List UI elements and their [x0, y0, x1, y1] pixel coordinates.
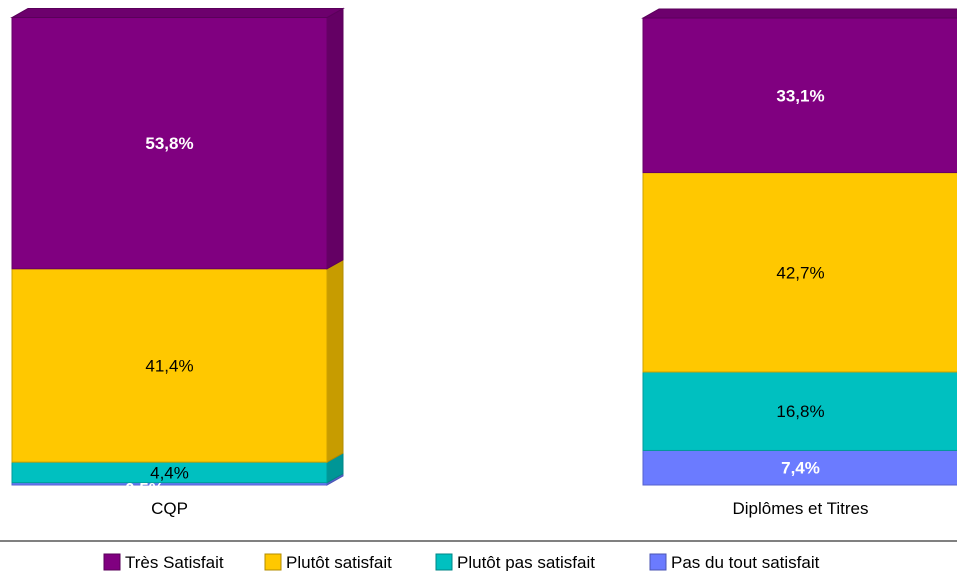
- data-label-1-1: 16,8%: [776, 402, 824, 421]
- category-label-0: CQP: [151, 499, 188, 518]
- bar-segment-0-2: [11, 268, 328, 463]
- legend-swatch-1: [264, 553, 282, 571]
- bar-segment-0-3: [11, 17, 328, 270]
- legend-swatch-0: [103, 553, 121, 571]
- legend-label-2: Plutôt pas satisfait: [457, 553, 595, 571]
- data-label-0-3: 53,8%: [145, 134, 193, 153]
- bar-segment-1-2: [642, 172, 957, 373]
- data-label-1-2: 42,7%: [776, 263, 824, 282]
- bar-segment-1-3: [642, 17, 957, 174]
- bar-side-0-2: [326, 258, 344, 463]
- legend-label-3: Pas du tout satisfait: [671, 553, 820, 571]
- data-label-0-0: 0,5%: [125, 480, 164, 499]
- legend-label-1: Plutôt satisfait: [286, 553, 392, 571]
- data-label-1-0: 7,4%: [781, 459, 820, 478]
- bar-segment-1-1: [642, 371, 957, 451]
- data-label-0-1: 4,4%: [150, 463, 189, 482]
- bar-top-0: [10, 8, 345, 19]
- legend-swatch-3: [649, 553, 667, 571]
- data-label-0-2: 41,4%: [145, 356, 193, 375]
- bar-side-0-3: [326, 7, 344, 270]
- legend-label-0: Très Satisfait: [125, 553, 224, 571]
- category-label-1: Diplômes et Titres: [732, 499, 868, 518]
- legend-swatch-2: [435, 553, 453, 571]
- data-label-1-3: 33,1%: [776, 86, 824, 105]
- bar-top-1: [641, 8, 957, 19]
